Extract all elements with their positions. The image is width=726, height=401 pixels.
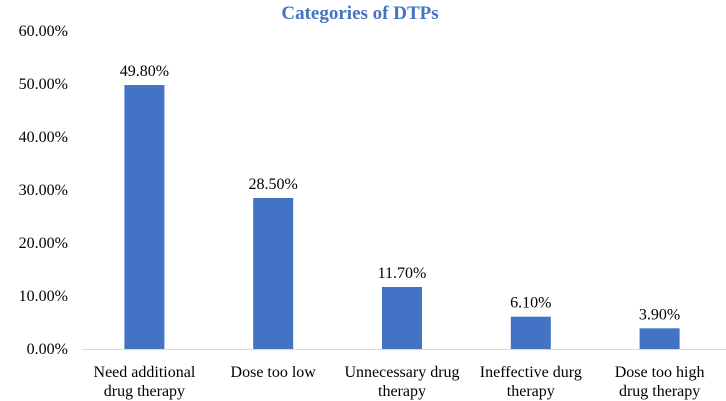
bar (639, 328, 680, 349)
y-tick-label: 30.00% (19, 182, 68, 199)
x-category-label: drug therapy (104, 383, 185, 400)
x-category-label: Dose too low (231, 364, 317, 381)
x-category-label: Unnecessary drug (344, 364, 459, 381)
data-label: 3.90% (639, 306, 680, 323)
bar (253, 197, 294, 349)
chart-title: Categories of DTPs (281, 3, 438, 24)
y-tick-label: 60.00% (19, 23, 68, 40)
bar (510, 316, 551, 349)
y-tick-label: 10.00% (19, 288, 68, 305)
x-axis: Need additional drug therapy Dose too low U… (94, 364, 705, 400)
x-category-label: Ineffective durg (480, 364, 582, 381)
y-tick-label: 20.00% (19, 235, 68, 252)
data-label: 28.50% (249, 176, 298, 193)
y-tick-label: 50.00% (19, 76, 68, 93)
data-label: 11.70% (378, 265, 427, 282)
x-category-label: Need additional (94, 364, 196, 381)
y-tick-label: 40.00% (19, 129, 68, 146)
x-category-label: drug therapy (619, 383, 700, 400)
data-label: 6.10% (510, 295, 551, 312)
y-tick-label: 0.00% (27, 341, 68, 358)
data-label: 49.80% (120, 63, 169, 80)
x-category-label: therapy (507, 383, 555, 400)
x-category-label: therapy (378, 383, 426, 400)
y-axis: 0.00% 10.00% 20.00% 30.00% 40.00% 50.00% 60.00… (19, 23, 68, 358)
x-category-label: Dose too high (615, 364, 705, 381)
bar (382, 286, 422, 349)
bar (124, 85, 165, 349)
bars-group (124, 85, 680, 349)
data-labels-group: 49.80% 28.50% 11.70% 6.10% 3.90% (120, 63, 681, 323)
